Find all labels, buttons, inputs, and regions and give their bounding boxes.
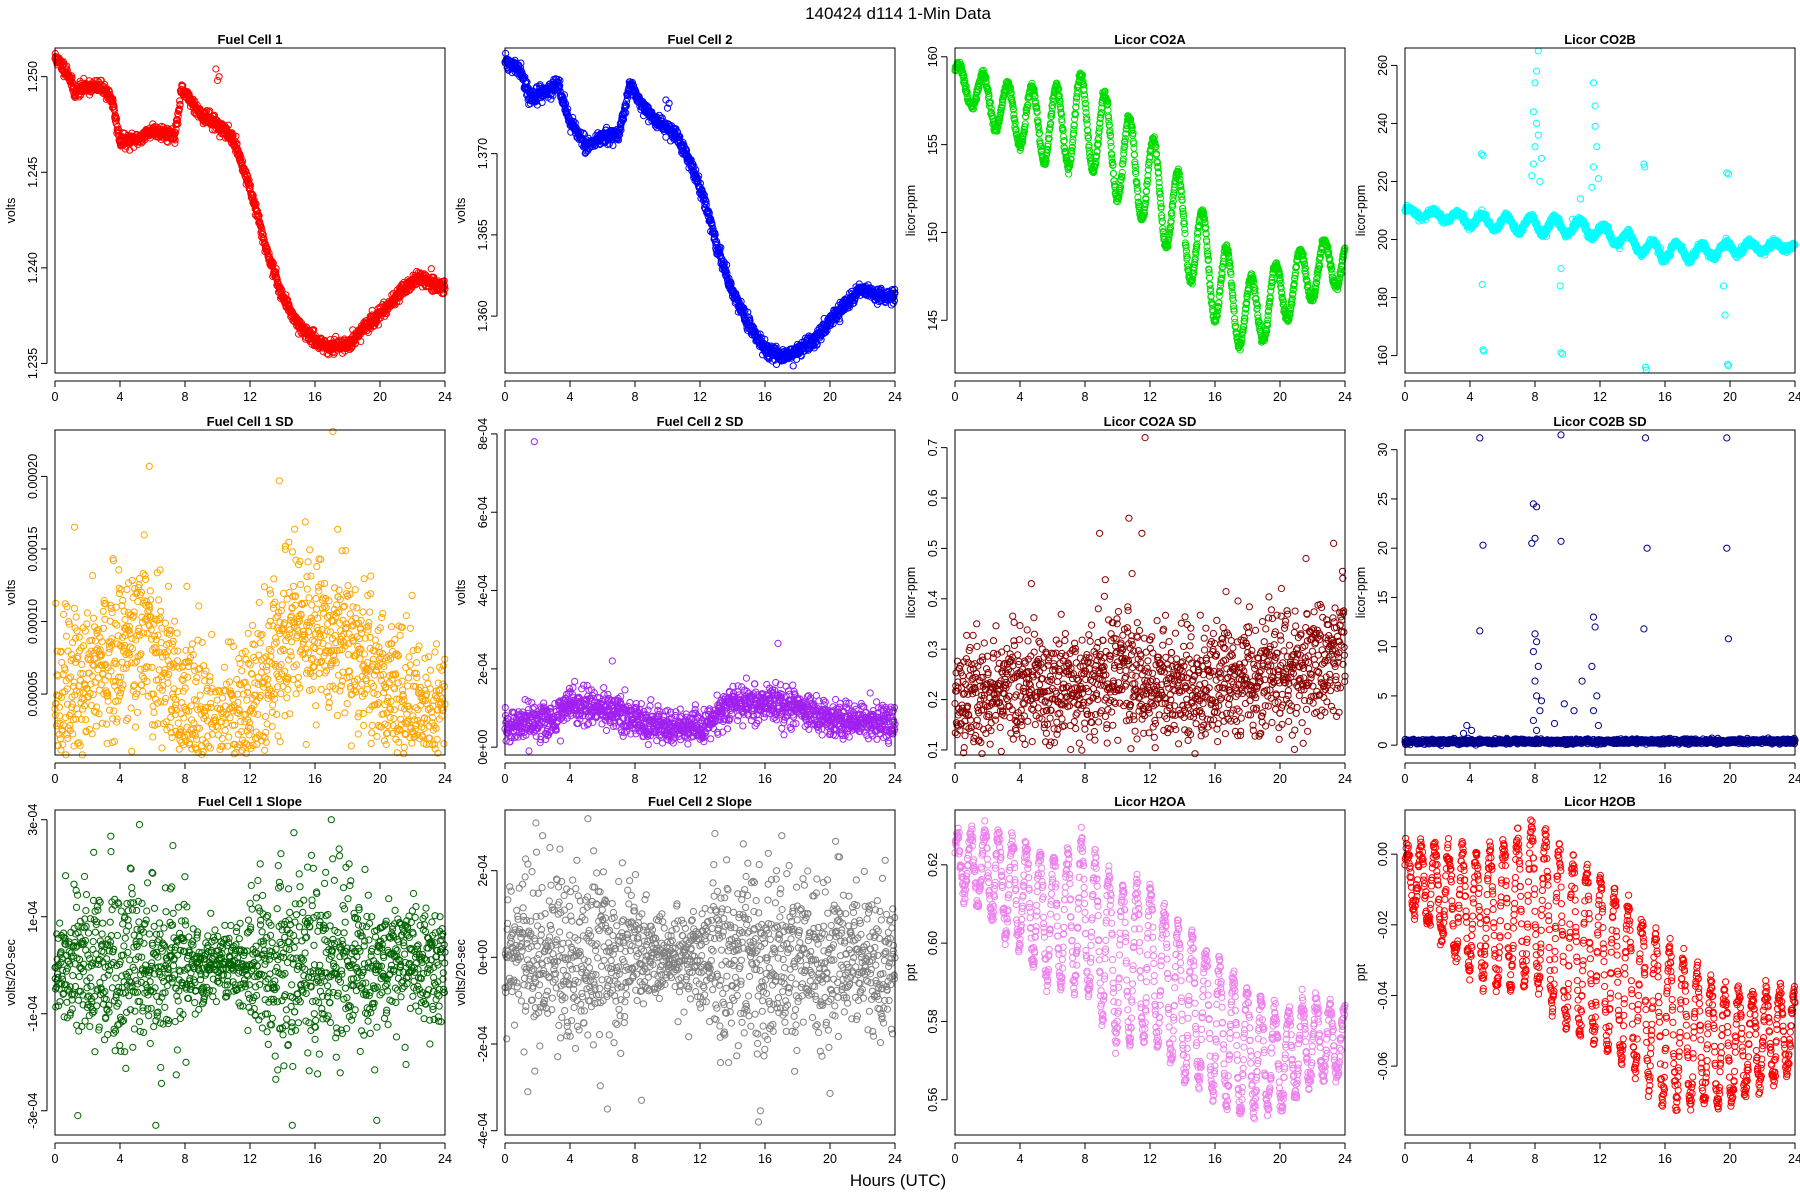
x-tick-label: 20 xyxy=(823,390,837,404)
x-axis: 0 4 8 12 16 20 24 xyxy=(52,381,452,404)
data-series xyxy=(952,59,1348,353)
x-tick-label: 16 xyxy=(758,390,772,404)
y-axis-label: licor-ppm xyxy=(904,185,918,236)
y-tick-label: 1.235 xyxy=(26,348,40,379)
y-tick-label: 1.245 xyxy=(26,157,40,188)
y-tick-label: 1.240 xyxy=(26,252,40,283)
y-axis: 1.235 1.240 1.245 1.250 xyxy=(26,61,47,379)
panel-title: Fuel Cell 1 xyxy=(217,32,282,47)
y-tick-label: 1.365 xyxy=(476,219,490,250)
x-tick-label: 12 xyxy=(243,390,257,404)
y-tick-label: 1.360 xyxy=(476,300,490,331)
x-tick-label: 12 xyxy=(693,390,707,404)
y-axis-label: volts xyxy=(454,198,468,224)
data-point-outlier xyxy=(214,77,220,83)
page-title: 140424 d114 1-Min Data xyxy=(805,4,991,23)
y-axis: 1.360 1.365 1.370 xyxy=(476,138,497,332)
data-point xyxy=(790,363,796,369)
x-tick-label: 20 xyxy=(373,390,387,404)
x-tick-label: 4 xyxy=(567,390,574,404)
panel-title: Licor CO2A xyxy=(1114,32,1186,47)
x-axis: 0 4 8 12 16 20 24 xyxy=(502,381,902,404)
y-axis-label: volts xyxy=(4,198,18,224)
x-tick-label: 0 xyxy=(52,390,59,404)
data-point xyxy=(428,266,434,272)
y-tick-label: 1.250 xyxy=(26,61,40,92)
x-tick-label: 24 xyxy=(888,390,902,404)
global-x-axis-label: Hours (UTC) xyxy=(850,1171,946,1190)
x-tick-label: 0 xyxy=(502,390,509,404)
data-series xyxy=(502,50,898,369)
x-tick-label: 8 xyxy=(182,390,189,404)
y-tick-label: 1.370 xyxy=(476,138,490,169)
data-series xyxy=(52,50,448,357)
x-tick-label: 4 xyxy=(117,390,124,404)
data-point-outlier xyxy=(216,74,222,80)
figure-canvas: 140424 d114 1-Min Data Hours (UTC) Fuel … xyxy=(0,0,1800,1200)
x-tick-label: 8 xyxy=(632,390,639,404)
data-point-outlier xyxy=(213,66,219,72)
x-tick-label: 16 xyxy=(308,390,322,404)
x-tick-label: 24 xyxy=(438,390,452,404)
panel-title: Fuel Cell 2 xyxy=(667,32,732,47)
data-point xyxy=(888,302,894,308)
